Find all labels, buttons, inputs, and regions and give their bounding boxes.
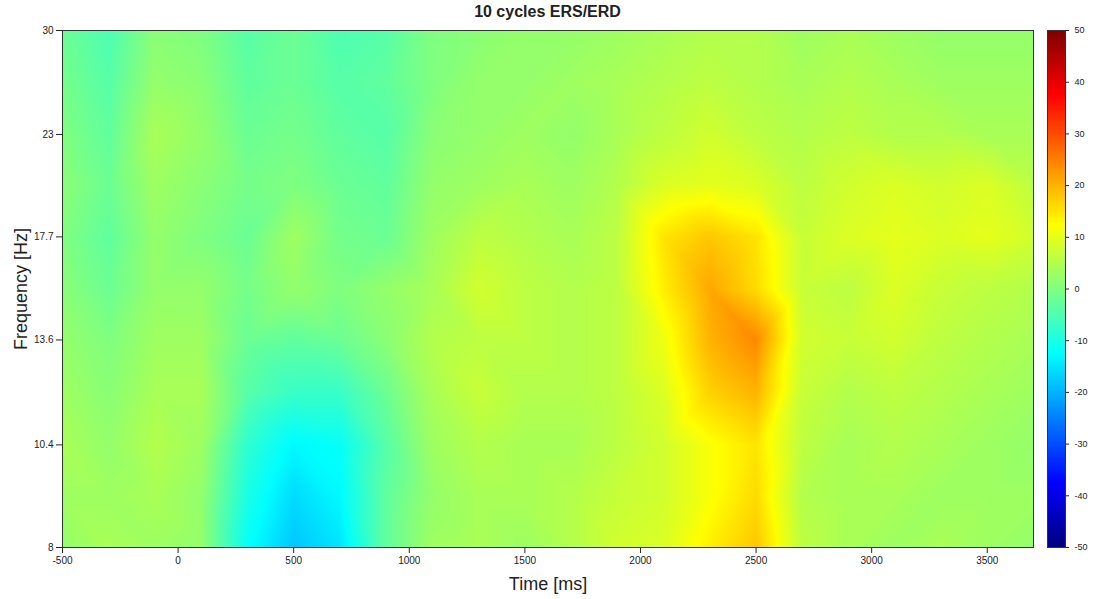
- svg-text:-40: -40: [1075, 491, 1088, 501]
- svg-text:17.7: 17.7: [34, 231, 54, 242]
- svg-text:-20: -20: [1075, 387, 1088, 397]
- svg-text:1000: 1000: [398, 555, 421, 566]
- svg-text:-500: -500: [52, 555, 72, 566]
- svg-text:Frequency [Hz]: Frequency [Hz]: [11, 228, 31, 350]
- svg-text:2000: 2000: [629, 555, 652, 566]
- svg-text:50: 50: [1075, 25, 1085, 35]
- svg-text:30: 30: [1075, 129, 1085, 139]
- svg-text:Time [ms]: Time [ms]: [509, 574, 587, 594]
- svg-text:23: 23: [42, 129, 54, 140]
- svg-text:0: 0: [1075, 284, 1080, 294]
- svg-text:10.4: 10.4: [34, 439, 54, 450]
- svg-text:500: 500: [285, 555, 302, 566]
- svg-text:1500: 1500: [514, 555, 537, 566]
- svg-text:3000: 3000: [861, 555, 884, 566]
- svg-text:13.6: 13.6: [34, 334, 54, 345]
- svg-text:2500: 2500: [745, 555, 768, 566]
- html-text:10 cycles ERS/ERD: 10 cycles ERS/ERD: [474, 3, 621, 20]
- svg-text:30: 30: [42, 25, 54, 36]
- svg-text:8: 8: [48, 542, 54, 553]
- svg-text:-50: -50: [1075, 542, 1088, 552]
- svg-text:20: 20: [1075, 180, 1085, 190]
- svg-text:10: 10: [1075, 232, 1085, 242]
- svg-text:40: 40: [1075, 77, 1085, 87]
- svg-text:-10: -10: [1075, 336, 1088, 346]
- svg-text:3500: 3500: [976, 555, 999, 566]
- svg-text:0: 0: [175, 555, 181, 566]
- svg-text:-30: -30: [1075, 439, 1088, 449]
